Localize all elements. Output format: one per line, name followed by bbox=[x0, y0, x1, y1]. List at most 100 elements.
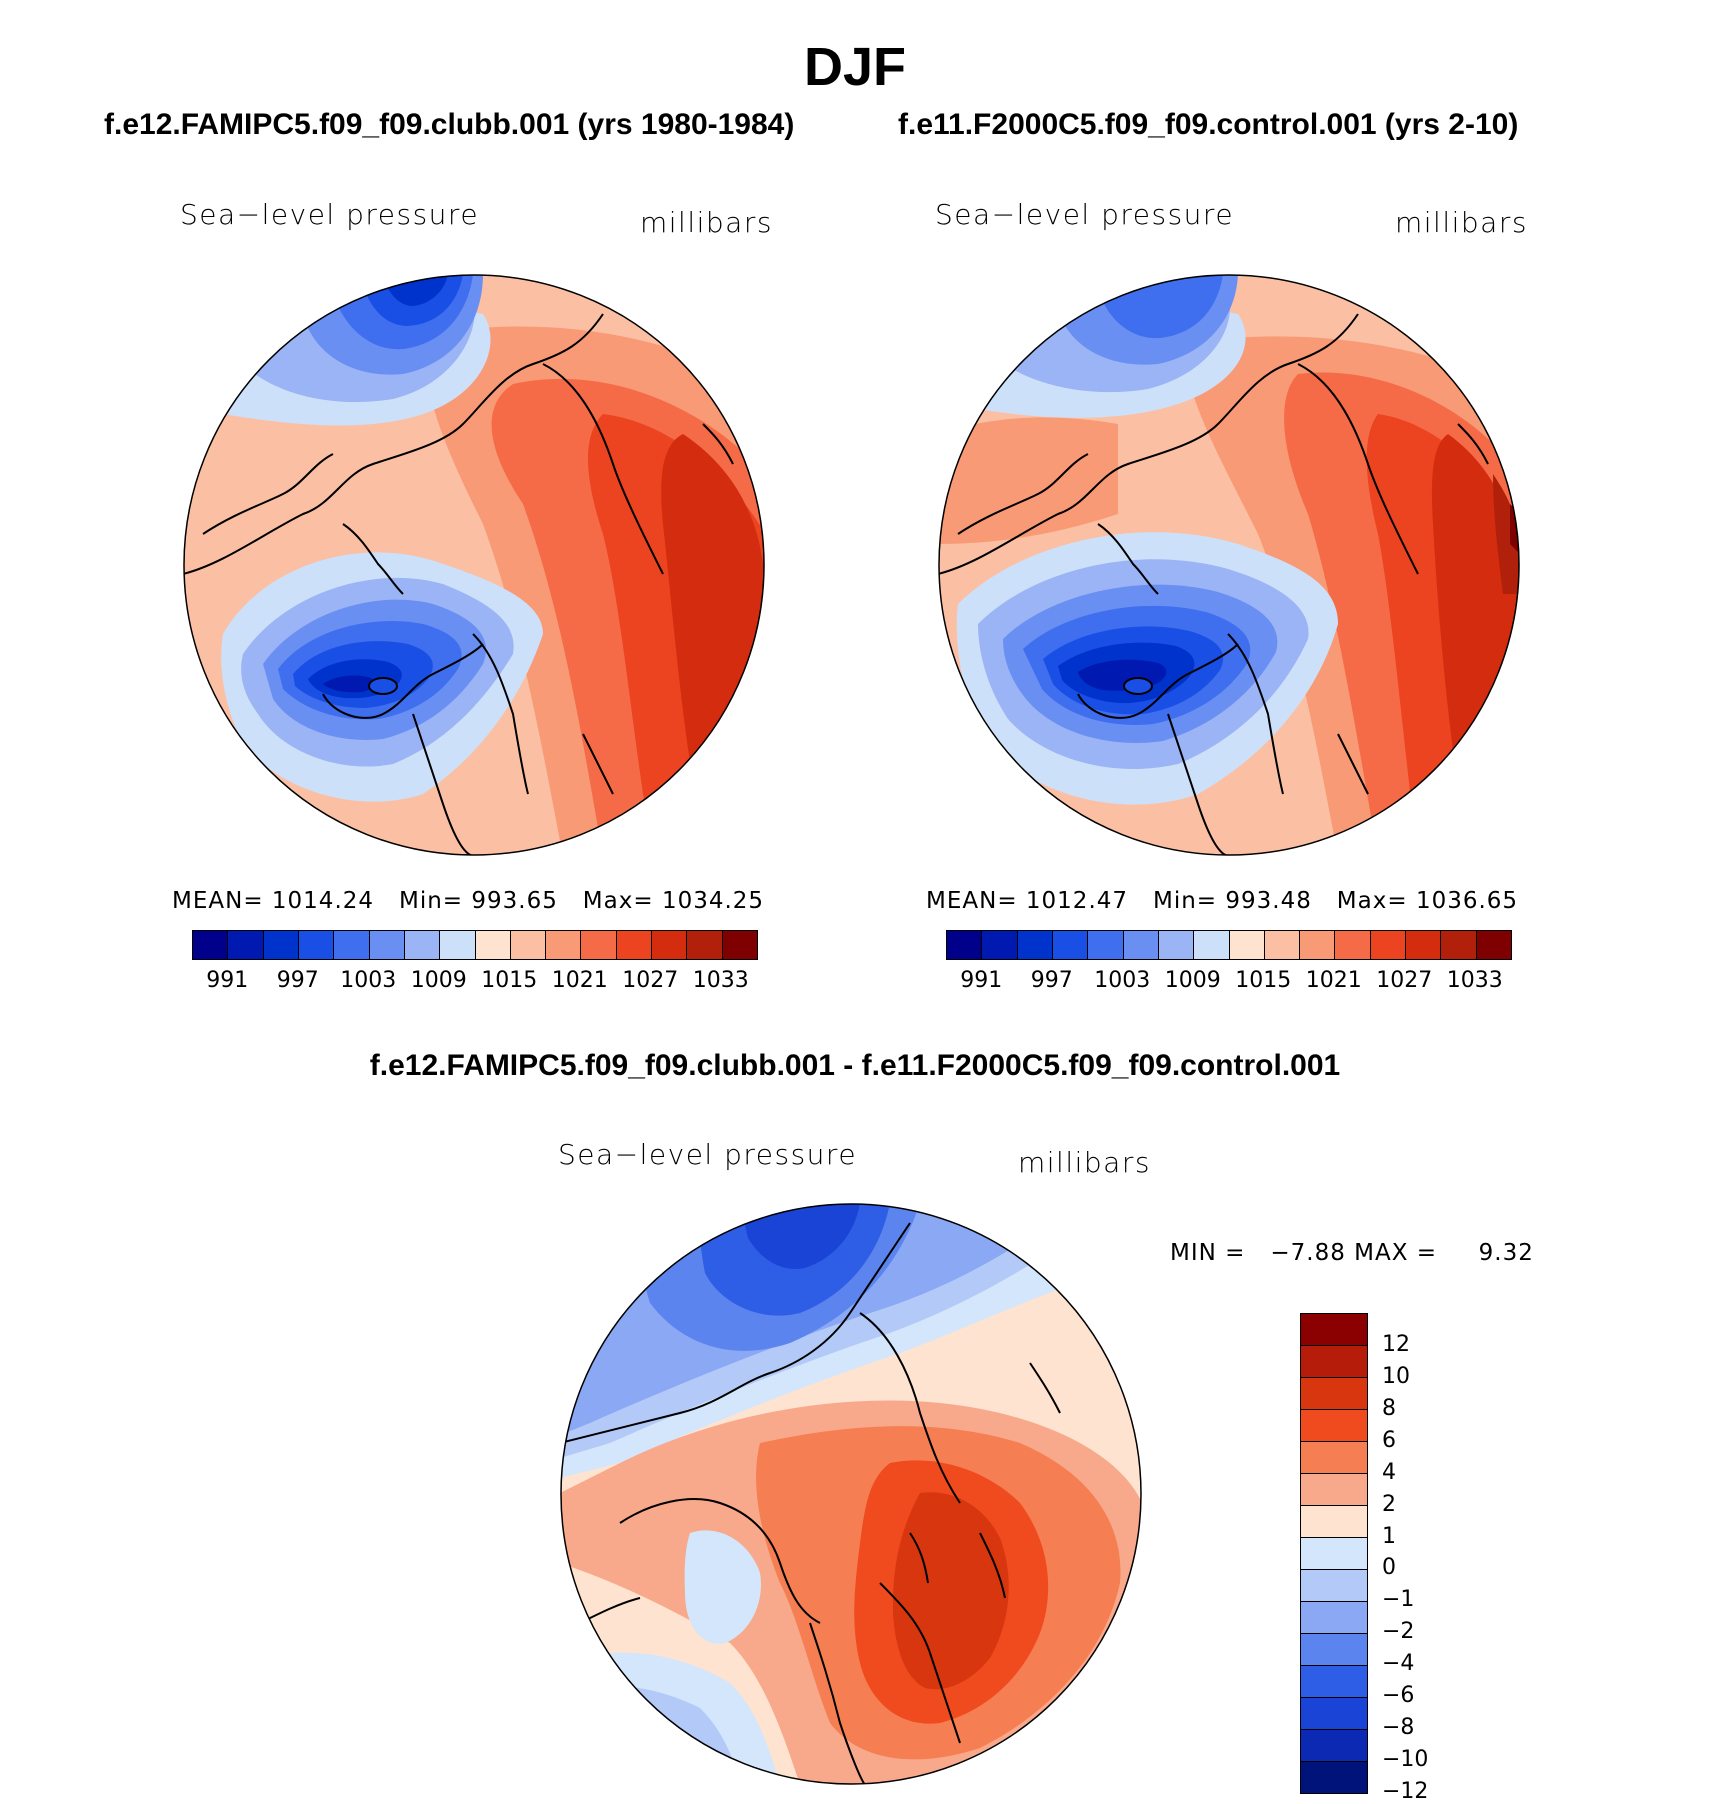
panel3-colorbar-tick-label: −12 bbox=[1382, 1779, 1429, 1804]
panel3-colorbar-swatch bbox=[1301, 1666, 1367, 1698]
panel3-colorbar-swatch bbox=[1301, 1346, 1367, 1378]
panel3-max-label: MAX = bbox=[1354, 1240, 1438, 1266]
panel2-colorbar-tick-label: 997 bbox=[1030, 968, 1073, 993]
panel2-colorbar-swatch bbox=[1052, 931, 1089, 959]
panel2-colorbar-swatch bbox=[1370, 931, 1407, 959]
panel2-mean-label: MEAN= bbox=[926, 888, 1018, 914]
panel1-max-value: 1034.25 bbox=[661, 888, 765, 914]
panel2-colorbar-swatch bbox=[1158, 931, 1195, 959]
panel3-colorbar-tick-label: 0 bbox=[1382, 1555, 1396, 1581]
panel2-colorbar-tick-label: 1027 bbox=[1376, 968, 1433, 993]
panel1-max-label: Max= bbox=[582, 888, 654, 914]
panel3-colorbar-swatch bbox=[1301, 1698, 1367, 1730]
panel3-colorbar-tick-label: 12 bbox=[1382, 1331, 1410, 1357]
panel1-min-label: Min= bbox=[398, 888, 464, 914]
panel3-colorbar-tick-label: 8 bbox=[1382, 1395, 1396, 1421]
panel1-min-value: 993.65 bbox=[471, 888, 558, 914]
panel2-map bbox=[938, 274, 1520, 856]
panel2-colorbar-swatch bbox=[1088, 931, 1124, 959]
panel1-variable-label: Sea−level pressure bbox=[180, 198, 480, 231]
panel3-colorbar-tick-label: −8 bbox=[1382, 1715, 1415, 1741]
panel1-colorbar-tick-label: 1027 bbox=[622, 968, 679, 993]
panel3-colorbar bbox=[1300, 1313, 1368, 1794]
panel1-colorbar-swatch bbox=[298, 931, 335, 959]
panel2-colorbar-swatch bbox=[1123, 931, 1159, 959]
panel1-colorbar-swatch bbox=[687, 931, 723, 959]
panel2-colorbar-swatch bbox=[1335, 931, 1371, 959]
panel3-colorbar-swatch bbox=[1301, 1602, 1367, 1634]
panel3-min-label: MIN = bbox=[1170, 1240, 1246, 1266]
panel1-map bbox=[183, 274, 765, 856]
panel2-mean-value: 1012.47 bbox=[1025, 888, 1129, 914]
panel2-colorbar-swatch bbox=[1406, 931, 1442, 959]
panel1-colorbar-tick-label: 1033 bbox=[692, 968, 749, 993]
panel3-colorbar-swatch bbox=[1301, 1506, 1367, 1538]
panel1-colorbar-swatch bbox=[546, 931, 582, 959]
panel2-max-label: Max= bbox=[1336, 888, 1408, 914]
panel3-colorbar-tick-label: −6 bbox=[1382, 1683, 1415, 1709]
panel1-colorbar-swatch bbox=[581, 931, 617, 959]
panel1-colorbar-swatch bbox=[616, 931, 653, 959]
panel3-colorbar-swatch bbox=[1301, 1314, 1367, 1346]
panel2-colorbar-tick-label: 1003 bbox=[1094, 968, 1151, 993]
panel3-map bbox=[560, 1203, 1142, 1785]
panel3-colorbar-swatch bbox=[1301, 1730, 1367, 1762]
panel3-colorbar-tick-label: −2 bbox=[1382, 1619, 1415, 1645]
panel2-colorbar-swatch bbox=[947, 931, 983, 959]
panel1-colorbar-swatch bbox=[652, 931, 688, 959]
panel1-mean-value: 1014.24 bbox=[271, 888, 375, 914]
panel3-colorbar-tick-label: 1 bbox=[1382, 1523, 1396, 1549]
panel2-units-label: millibars bbox=[1395, 206, 1528, 239]
panel1-case-title: f.e12.FAMIPC5.f09_f09.clubb.001 (yrs 198… bbox=[104, 108, 795, 141]
panel1-colorbar-tick-label: 991 bbox=[206, 968, 249, 993]
panel1-colorbar-swatch bbox=[228, 931, 264, 959]
panel2-max-value: 1036.65 bbox=[1415, 888, 1519, 914]
panel2-colorbar bbox=[946, 930, 1512, 960]
panel2-colorbar-ticks: 991 997 1003 1009 1015 1021 1027 1033 bbox=[946, 968, 1510, 998]
panel1-colorbar-swatch bbox=[193, 931, 229, 959]
panel1-colorbar bbox=[192, 930, 758, 960]
main-title: DJF bbox=[803, 37, 906, 97]
panel2-colorbar-tick-label: 1021 bbox=[1305, 968, 1362, 993]
panel1-colorbar-tick-label: 1015 bbox=[481, 968, 538, 993]
panel3-colorbar-swatch bbox=[1301, 1378, 1367, 1410]
panel1-colorbar-tick-label: 1009 bbox=[410, 968, 467, 993]
panel1-colorbar-swatch bbox=[475, 931, 511, 959]
panel3-colorbar-swatch bbox=[1301, 1538, 1367, 1570]
panel3-stats: MIN = −7.88 MAX = 9.32 bbox=[1170, 1240, 1534, 1266]
panel1-colorbar-swatch bbox=[722, 931, 757, 959]
panel3-colorbar-swatch bbox=[1301, 1570, 1367, 1602]
panel2-variable-label: Sea−level pressure bbox=[935, 198, 1235, 231]
panel3-case-title: f.e12.FAMIPC5.f09_f09.clubb.001 - f.e11.… bbox=[369, 1049, 1341, 1082]
panel3-colorbar-tick-label: −4 bbox=[1382, 1651, 1415, 1677]
panel2-min-label: Min= bbox=[1152, 888, 1218, 914]
panel2-min-value: 993.48 bbox=[1225, 888, 1312, 914]
panel2-colorbar-swatch bbox=[1229, 931, 1265, 959]
panel2-stats: MEAN= 1012.47 Min= 993.48 Max= 1036.65 bbox=[926, 888, 1518, 914]
panel3-variable-label: Sea−level pressure bbox=[558, 1138, 858, 1171]
panel2-colorbar-swatch bbox=[1300, 931, 1336, 959]
panel2-colorbar-swatch bbox=[1441, 931, 1477, 959]
panel3-colorbar-tick-label: 10 bbox=[1382, 1363, 1410, 1389]
panel3-colorbar-swatch bbox=[1301, 1410, 1367, 1442]
panel3-colorbar-tick-label: 2 bbox=[1382, 1491, 1396, 1517]
panel3-colorbar-swatch bbox=[1301, 1634, 1367, 1666]
panel3-colorbar-tick-label: 4 bbox=[1382, 1459, 1396, 1485]
panel1-colorbar-swatch bbox=[334, 931, 370, 959]
panel2-colorbar-swatch bbox=[1264, 931, 1301, 959]
panel1-stats: MEAN= 1014.24 Min= 993.65 Max= 1034.25 bbox=[172, 888, 764, 914]
panel1-colorbar-swatch bbox=[440, 931, 476, 959]
panel2-colorbar-swatch bbox=[1017, 931, 1053, 959]
panel2-colorbar-swatch bbox=[1194, 931, 1230, 959]
panel1-colorbar-swatch bbox=[404, 931, 441, 959]
panel2-colorbar-tick-label: 991 bbox=[960, 968, 1003, 993]
panel3-max-value: 9.32 bbox=[1478, 1240, 1534, 1266]
panel1-colorbar-tick-label: 1021 bbox=[551, 968, 608, 993]
panel3-colorbar-ticks: 12 10 8 6 4 2 1 0 −1 −2 −4 −6 −8 −10 −12 bbox=[1382, 1313, 1462, 1804]
panel2-colorbar-swatch bbox=[1476, 931, 1511, 959]
panel3-colorbar-swatch bbox=[1301, 1442, 1367, 1474]
panel2-colorbar-swatch bbox=[982, 931, 1018, 959]
panel1-colorbar-tick-label: 997 bbox=[276, 968, 319, 993]
panel3-colorbar-tick-label: −10 bbox=[1382, 1747, 1429, 1773]
panel2-colorbar-tick-label: 1009 bbox=[1164, 968, 1221, 993]
